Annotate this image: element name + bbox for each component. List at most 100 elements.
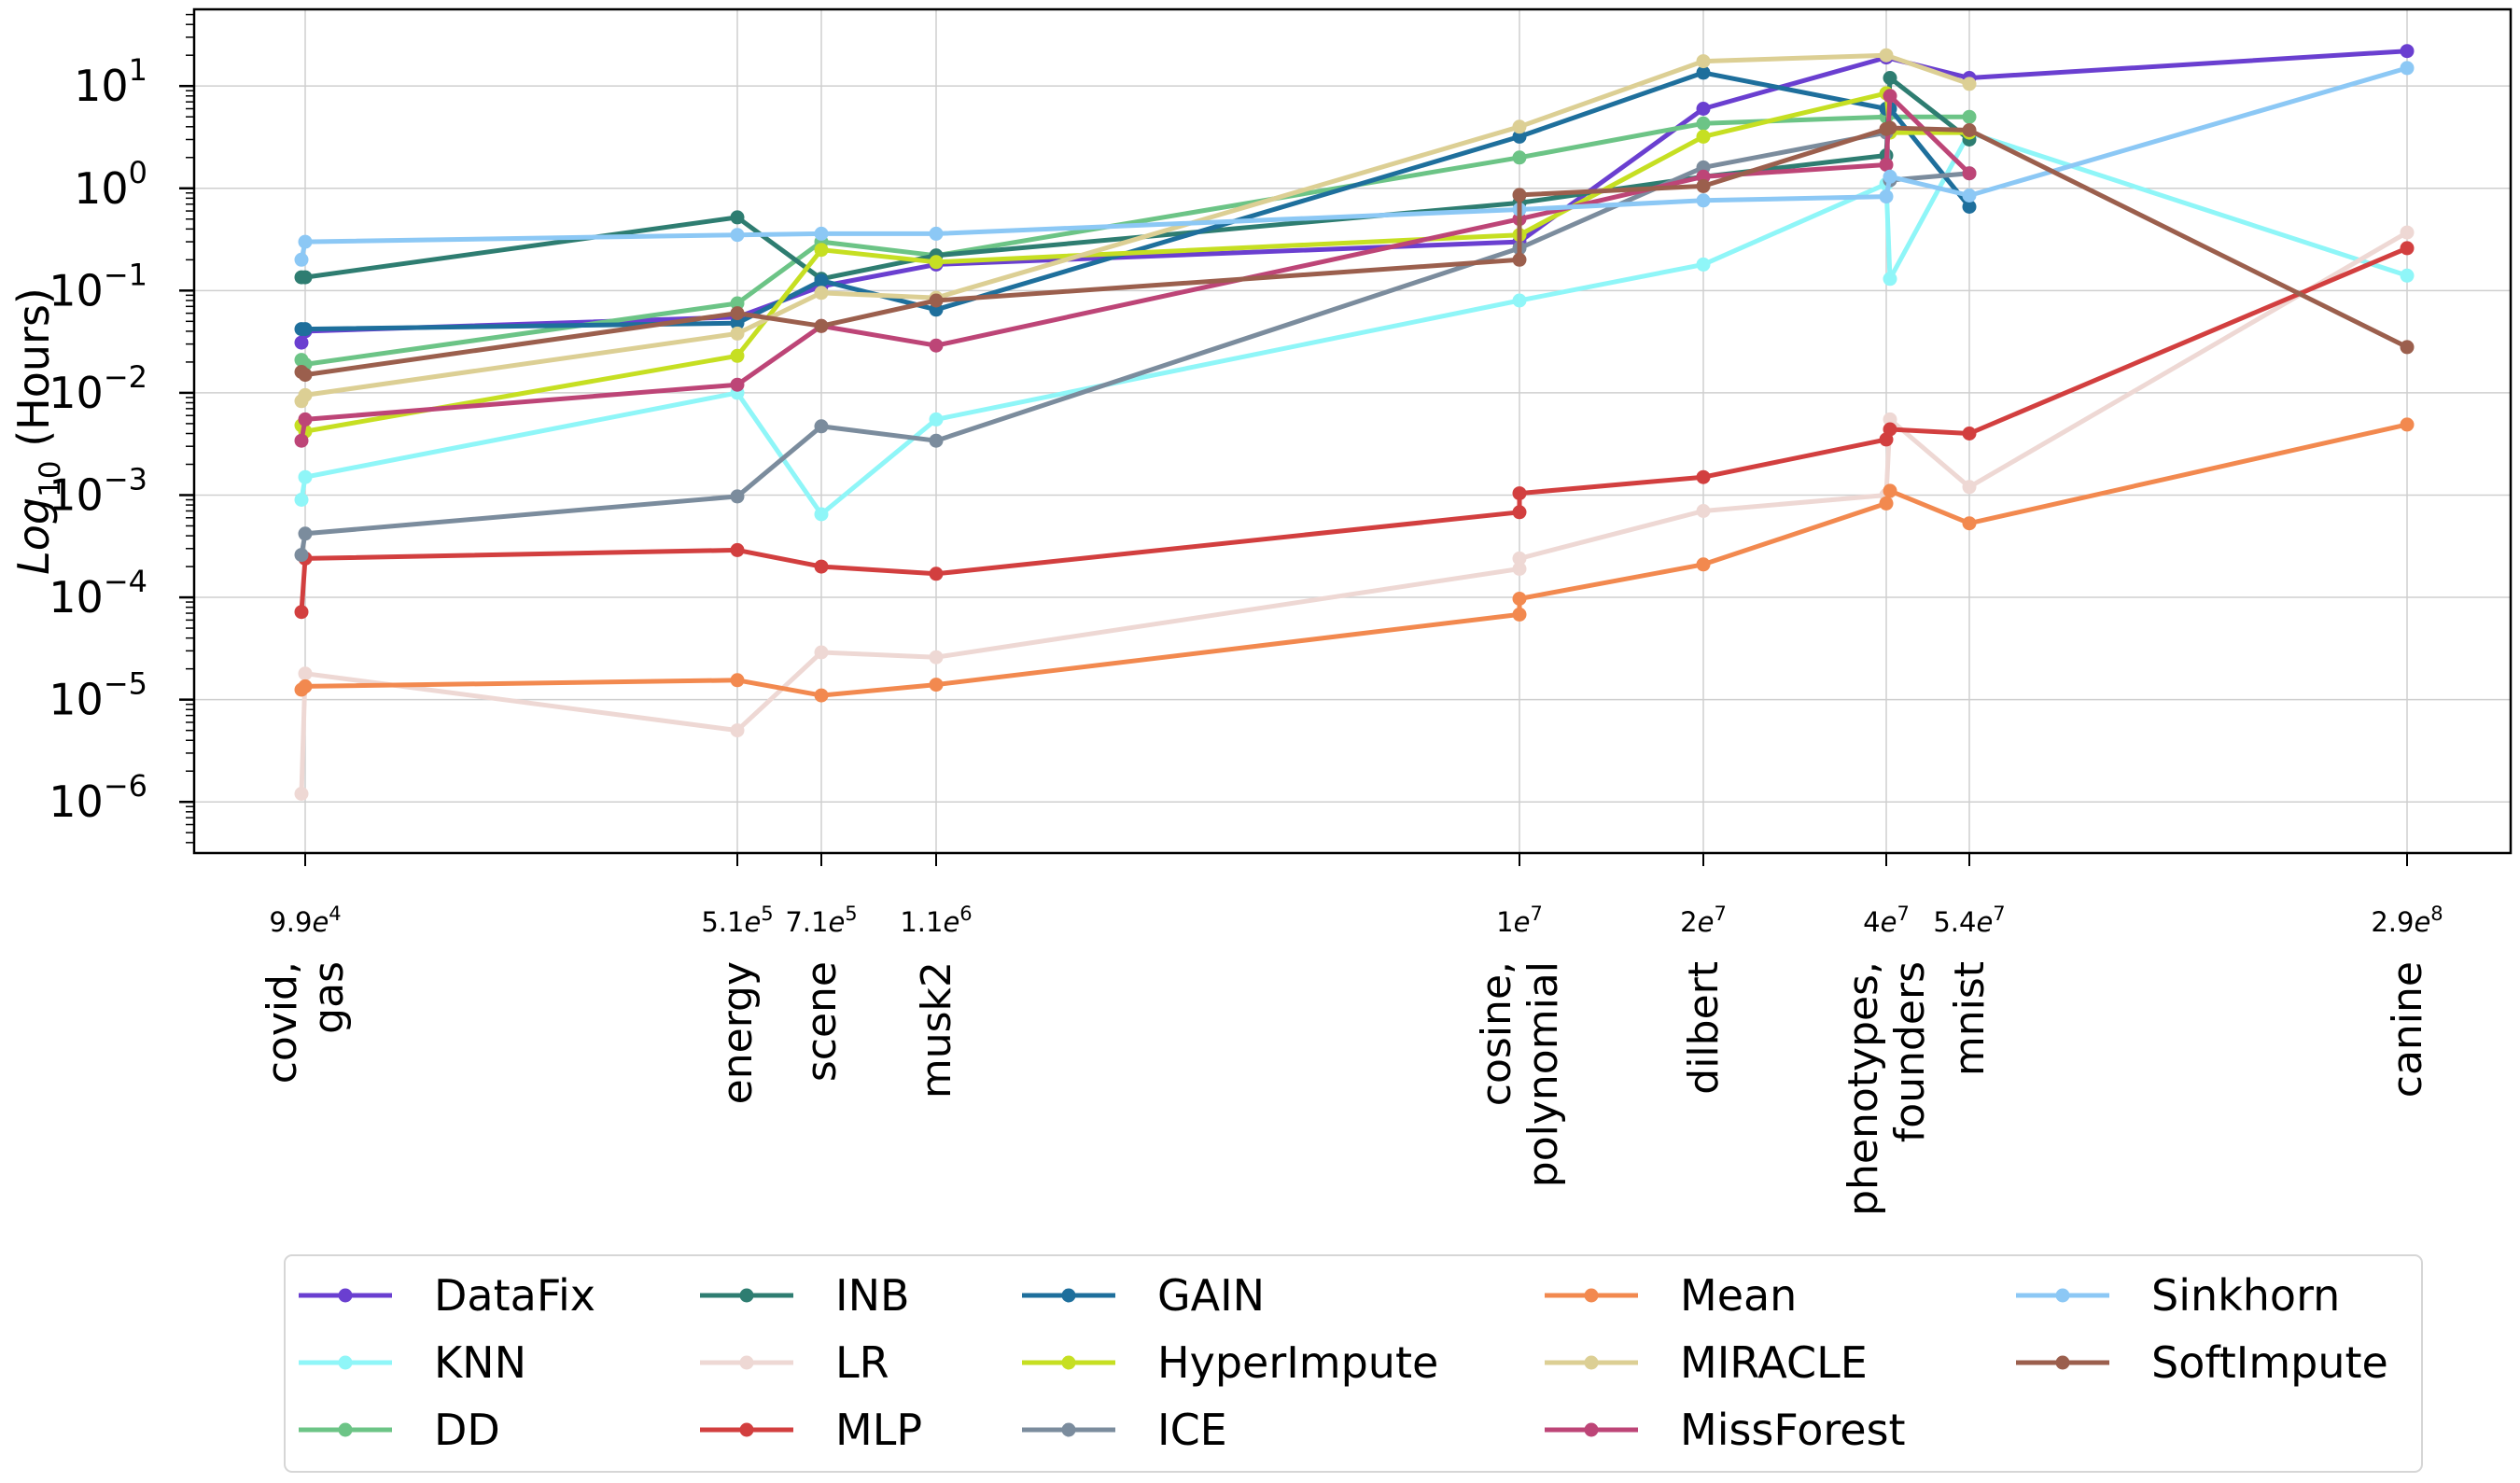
data-point [1696, 116, 1711, 131]
data-point [814, 226, 829, 241]
series-line [299, 65, 2408, 260]
x-tick-mantissa: 5.1 [701, 906, 744, 938]
data-point [1512, 592, 1527, 606]
data-point [929, 650, 944, 665]
legend-item: KNN [299, 1337, 526, 1388]
data-point [298, 234, 313, 249]
x-tick-label: 2.9e8 [2371, 902, 2443, 938]
data-point [1696, 129, 1711, 144]
x-tick-e: e [1514, 906, 1531, 938]
x-tick-exponent: 6 [959, 902, 972, 925]
data-point [1883, 120, 1897, 135]
x-category-label: polynomial [1519, 961, 1567, 1187]
data-point [294, 493, 309, 507]
legend-marker [338, 1355, 353, 1370]
data-point [814, 559, 829, 574]
data-point [2400, 340, 2415, 355]
legend-marker [739, 1288, 754, 1303]
data-point [730, 210, 745, 225]
data-point [1512, 551, 1527, 566]
data-point [1512, 293, 1527, 308]
x-tick-mantissa: 2.9 [2371, 906, 2414, 938]
data-point [298, 322, 313, 337]
series-line [299, 130, 1970, 556]
data-point [298, 666, 313, 681]
data-point [2400, 225, 2415, 240]
y-tick-exponent: −1 [104, 257, 147, 292]
x-tick-label: 1.1e6 [900, 902, 972, 938]
data-point [1879, 48, 1894, 63]
data-point [1879, 158, 1894, 172]
data-point [730, 326, 745, 341]
y-tick-base: 10 [49, 265, 104, 315]
legend: DataFix KNN DD INB LR MLP GAIN HyperImpute ICE Me… [284, 1254, 2423, 1473]
data-point [814, 286, 829, 301]
data-point [294, 605, 309, 620]
data-point [1696, 65, 1711, 80]
series-sinkhorn [294, 61, 2415, 267]
legend-item: HyperImpute [1022, 1337, 1438, 1388]
y-tick-label: 10−6 [49, 768, 147, 827]
data-point [2400, 61, 2415, 76]
x-tick-e: e [828, 906, 845, 938]
data-point [730, 673, 745, 688]
data-point [1883, 272, 1897, 287]
legend-marker [1061, 1422, 1076, 1437]
x-category-label: energy [714, 961, 762, 1104]
y-tick-label: 10−4 [49, 564, 147, 623]
x-tick-label: 1e7 [1496, 902, 1543, 938]
legend-label: LR [835, 1337, 889, 1388]
y-axis-label-rest: (Hours) [8, 287, 59, 460]
data-point [929, 567, 944, 581]
data-point [1512, 607, 1527, 622]
series-missforest [294, 89, 1977, 448]
data-point [1883, 483, 1897, 498]
legend-marker [338, 1288, 353, 1303]
data-point [1883, 422, 1897, 437]
data-point [929, 433, 944, 448]
grid [194, 9, 2511, 853]
data-point [730, 489, 745, 504]
series-ice [294, 125, 1977, 563]
data-point [1883, 71, 1897, 85]
series-line [300, 422, 2408, 698]
legend-box [284, 1254, 2423, 1473]
data-point [298, 387, 313, 402]
legend-label: ICE [1157, 1405, 1227, 1455]
data-point [1696, 54, 1711, 69]
x-tick-e: e [1698, 906, 1715, 938]
x-category-label: canine [2384, 961, 2431, 1098]
legend-label: DataFix [434, 1270, 595, 1321]
legend-item: Mean [1545, 1270, 1797, 1321]
series-hyperimpute [294, 86, 1977, 439]
data-point [1512, 129, 1527, 144]
data-point [1512, 486, 1527, 501]
legend-marker [1584, 1288, 1599, 1303]
legend-label: Sinkhorn [2151, 1270, 2340, 1321]
data-point [929, 412, 944, 427]
data-point [298, 270, 313, 285]
data-point [814, 688, 829, 703]
data-point [2400, 417, 2415, 432]
legend-marker [2055, 1355, 2070, 1370]
data-point [1696, 557, 1711, 572]
legend-item: DataFix [299, 1270, 595, 1321]
data-point [929, 338, 944, 353]
x-category-label: phenotypes, [1840, 961, 1887, 1216]
data-point [730, 306, 745, 321]
data-point [1696, 504, 1711, 518]
x-tick-exponent: 5 [845, 902, 857, 925]
y-tick-label: 10−5 [49, 666, 147, 725]
y-tick-label: 10−1 [49, 257, 147, 315]
x-category-label: mnist [1946, 961, 1994, 1076]
y-tick-base: 10 [49, 776, 104, 827]
data-point [814, 243, 829, 258]
data-point [1962, 109, 1977, 124]
data-point [298, 526, 313, 541]
x-tick-e: e [312, 906, 329, 938]
y-tick-label: 10−3 [49, 461, 147, 520]
x-tick-label: 4e7 [1863, 902, 1910, 938]
series-mean [294, 417, 2415, 703]
